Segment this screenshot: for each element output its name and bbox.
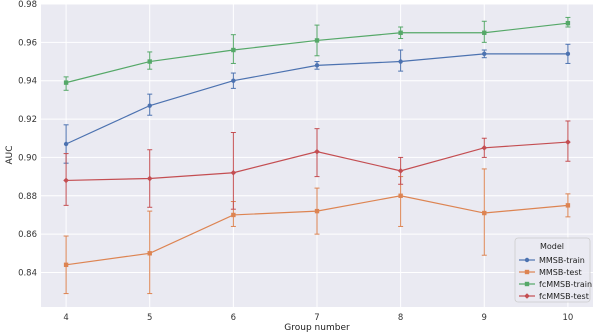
legend-label: fcMMSB-test: [539, 292, 589, 301]
x-axis-label: Group number: [284, 323, 350, 333]
data-point: [147, 251, 152, 256]
y-tick-label: 0.98: [18, 0, 37, 10]
y-tick-label: 0.96: [18, 38, 37, 48]
data-point: [398, 59, 403, 64]
legend-item: fcMMSB-test: [519, 292, 589, 301]
data-point: [63, 141, 69, 147]
legend-item: MMSB-train: [519, 256, 585, 265]
data-point: [398, 30, 403, 35]
data-point: [565, 20, 571, 26]
y-tick-label: 0.94: [18, 77, 37, 87]
data-point: [314, 208, 320, 214]
y-tick-label: 0.92: [18, 115, 37, 125]
data-point: [231, 212, 236, 218]
legend-marker: [524, 293, 530, 299]
data-point: [397, 168, 404, 174]
data-point: [398, 193, 403, 198]
legend-marker: [524, 257, 530, 263]
data-point: [147, 103, 152, 108]
legend: Model MMSB-train MMSB-test fcMMSB-train fcM…: [514, 237, 592, 303]
series-layer: [63, 16, 571, 295]
series-fcmmsb-test: [63, 120, 571, 210]
data-point: [231, 47, 236, 53]
data-point: [231, 78, 236, 83]
legend-marker: [524, 269, 530, 275]
x-tick-label: 5: [147, 313, 152, 323]
data-point: [565, 203, 571, 208]
x-axis-ticks: 4 5 6 7 8 9 10: [63, 313, 573, 323]
data-point: [63, 177, 69, 184]
data-point: [230, 169, 237, 176]
y-axis-label: AUC: [5, 145, 15, 164]
y-axis-ticks: 0.84 0.86 0.88 0.90 0.92 0.94 0.96 0.98: [18, 0, 37, 278]
legend-marker: [524, 281, 530, 287]
data-point: [314, 63, 320, 68]
data-point: [482, 210, 487, 216]
series-fcmmsb-train: [63, 16, 571, 91]
legend-label: MMSB-train: [539, 256, 585, 265]
legend-item: MMSB-test: [519, 268, 582, 277]
legend-title: Model: [540, 242, 564, 251]
data-point: [147, 59, 152, 64]
x-tick-label: 10: [562, 313, 573, 323]
y-tick-label: 0.88: [18, 192, 37, 202]
x-tick-label: 7: [314, 313, 319, 323]
data-point: [481, 145, 488, 151]
series-mmsb-train: [63, 43, 571, 164]
data-point: [146, 175, 153, 182]
x-tick-label: 4: [63, 313, 68, 323]
x-tick-label: 9: [482, 313, 487, 323]
x-tick-label: 8: [398, 313, 403, 323]
legend-items: MMSB-train MMSB-test fcMMSB-train fcMMSB-te…: [519, 256, 592, 301]
legend-box: [514, 237, 591, 303]
legend-label: MMSB-test: [539, 268, 582, 277]
legend-label: fcMMSB-train: [539, 280, 592, 289]
y-tick-label: 0.84: [18, 268, 37, 278]
data-point: [482, 30, 487, 35]
data-point: [314, 38, 320, 43]
data-point: [63, 262, 69, 268]
y-tick-label: 0.86: [18, 230, 37, 240]
data-point: [565, 139, 571, 145]
data-point: [565, 51, 571, 57]
x-tick-label: 6: [231, 313, 236, 323]
data-point: [482, 51, 487, 57]
y-tick-label: 0.90: [18, 153, 37, 163]
data-point: [63, 80, 69, 85]
legend-item: fcMMSB-train: [519, 280, 592, 289]
data-point: [314, 148, 320, 155]
